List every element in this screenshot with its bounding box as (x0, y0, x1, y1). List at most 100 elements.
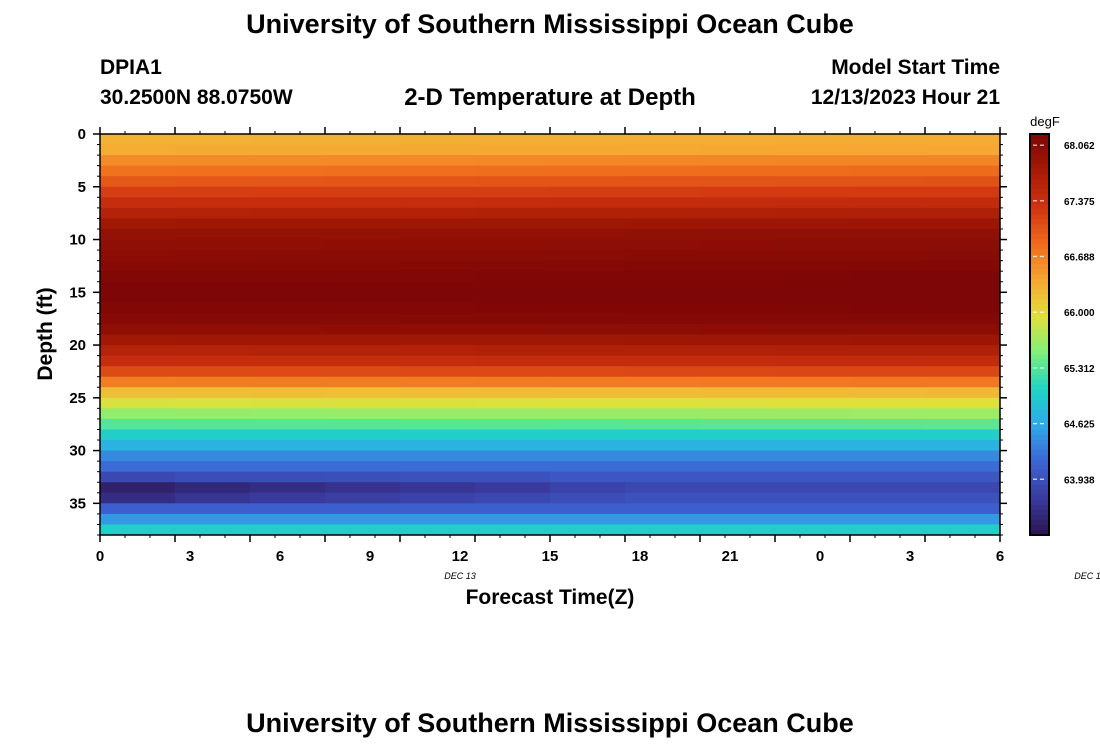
heatmap-cell (400, 228, 476, 241)
heatmap-cell (325, 450, 401, 462)
heatmap-cell (475, 260, 551, 272)
heatmap-cell (175, 186, 251, 198)
heatmap-cell (700, 134, 776, 146)
heatmap-cell (475, 429, 551, 441)
heatmap-cell (625, 260, 701, 272)
y-axis-label: Depth (ft) (34, 287, 57, 380)
plot-subtitle: 2-D Temperature at Depth (404, 84, 696, 111)
heatmap-cell (775, 492, 851, 504)
colorbar-segment (1030, 184, 1049, 190)
x-tick-label: 3 (906, 548, 914, 565)
heatmap-cell (850, 302, 926, 314)
colorbar-segment (1030, 429, 1049, 436)
heatmap-cell (625, 165, 701, 177)
heatmap-cells (100, 134, 1001, 536)
heatmap-cell (175, 334, 251, 346)
colorbar-tick-label: 66.000 (1064, 308, 1095, 319)
heatmap-cell (775, 461, 851, 473)
y-tick-labels: 0 5 10 15 20 25 30 35 (69, 126, 86, 512)
heatmap-cell (250, 197, 326, 209)
x-tick-label: 18 (632, 548, 649, 565)
heatmap-cell (625, 376, 701, 388)
heatmap-cell (100, 461, 176, 473)
heatmap-cell (250, 323, 326, 335)
heatmap-cell (775, 397, 851, 409)
colorbar-segment (1030, 289, 1049, 295)
date-labels: DEC 13 DEC 14 (444, 571, 1100, 581)
heatmap-cell (925, 408, 1001, 420)
colorbar-unit: degF (1030, 114, 1060, 129)
heatmap-cell (775, 197, 851, 209)
heatmap-cell (850, 271, 926, 283)
colorbar-segment (1030, 319, 1049, 326)
heatmap-cell (625, 397, 701, 409)
bottom-title: University of Southern Mississippi Ocean… (246, 708, 854, 738)
colorbar-segment (1030, 299, 1049, 306)
colorbar-segment (1030, 334, 1049, 341)
heatmap-cell (250, 482, 326, 494)
heatmap-cell (625, 239, 701, 251)
heatmap-cell (175, 492, 251, 504)
heatmap-cell (400, 450, 476, 462)
colorbar-segment (1030, 309, 1049, 316)
heatmap-cell (775, 186, 851, 198)
x-tick-label: 15 (542, 548, 559, 565)
heatmap-cell (475, 207, 551, 219)
heatmap-cell (175, 323, 251, 335)
heatmap-cell (250, 313, 326, 325)
heatmap-cell (700, 260, 776, 272)
colorbar-segment (1030, 359, 1049, 366)
heatmap-cell (400, 461, 476, 473)
heatmap-cell (325, 292, 401, 304)
colorbar-segment (1030, 454, 1049, 461)
colorbar-segment (1030, 399, 1049, 406)
heatmap-cell (550, 281, 626, 293)
heatmap-cell (925, 302, 1001, 314)
heatmap-cell (100, 250, 176, 262)
heatmap-cell (925, 440, 1001, 452)
heatmap-cell (925, 376, 1001, 388)
heatmap-cell (100, 376, 176, 388)
heatmap-cell (625, 408, 701, 420)
heatmap-cell (400, 134, 476, 146)
colorbar-segment (1030, 284, 1049, 290)
heatmap-cell (400, 250, 476, 262)
heatmap-cell (400, 165, 476, 177)
heatmap-cell (175, 292, 251, 304)
colorbar-segment (1030, 394, 1049, 401)
heatmap-cell (175, 176, 251, 188)
heatmap-cell (175, 228, 251, 241)
colorbar-segment (1030, 219, 1049, 225)
date-label: DEC 13 (444, 571, 476, 581)
heatmap-cell (625, 250, 701, 262)
heatmap-cell (550, 260, 626, 272)
heatmap-cell (850, 228, 926, 241)
heatmap-cell (775, 144, 851, 156)
heatmap-cell (100, 503, 176, 515)
heatmap-cell (700, 482, 776, 494)
heatmap-cell (325, 281, 401, 293)
colorbar-segment (1030, 509, 1049, 516)
heatmap-cell (475, 503, 551, 515)
heatmap-cell (850, 334, 926, 346)
heatmap-cell (850, 281, 926, 293)
heatmap-cell (925, 387, 1001, 399)
heatmap-cell (250, 218, 326, 230)
heatmap-cell (175, 397, 251, 409)
heatmap-cell (850, 461, 926, 473)
colorbar-segment (1030, 339, 1049, 346)
heatmap-cell (250, 376, 326, 388)
heatmap-cell (175, 218, 251, 230)
heatmap-cell (325, 513, 401, 525)
colorbar-segment (1030, 379, 1049, 386)
heatmap-cell (925, 207, 1001, 219)
colorbar-segment (1030, 524, 1049, 531)
heatmap-cell (100, 482, 176, 494)
heatmap-cell (175, 408, 251, 420)
heatmap-cell (625, 513, 701, 525)
heatmap-cell (475, 134, 551, 146)
heatmap-cell (400, 387, 476, 399)
heatmap-cell (775, 218, 851, 230)
colorbar-segment (1030, 204, 1049, 210)
heatmap-cell (775, 366, 851, 378)
